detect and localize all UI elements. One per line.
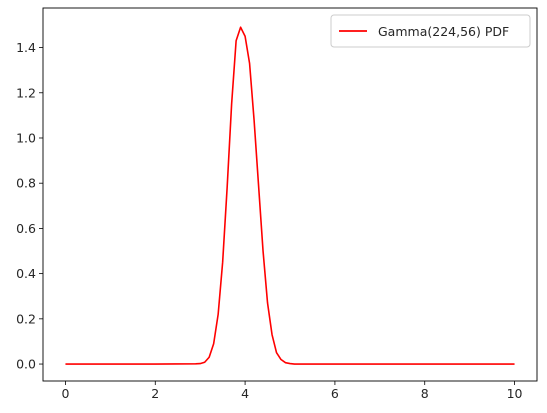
series-line bbox=[65, 26, 515, 365]
plot-area bbox=[42, 7, 538, 382]
legend: Gamma(224,56) PDF bbox=[330, 14, 531, 48]
y-tick-label: 0.8 bbox=[16, 176, 36, 191]
legend-label: Gamma(224,56) PDF bbox=[378, 24, 509, 39]
legend-box bbox=[330, 14, 531, 48]
y-tick-label: 0.6 bbox=[16, 221, 36, 236]
y-axis: 0.0 0.2 0.4 0.6 0.8 1.0 1.2 1.4 bbox=[16, 40, 43, 372]
y-tick-label: 1.0 bbox=[16, 130, 36, 145]
x-tick-label: 2 bbox=[151, 386, 159, 401]
x-tick-label: 4 bbox=[241, 386, 249, 401]
y-tick-label: 1.4 bbox=[16, 40, 36, 55]
x-axis: 0 2 4 6 8 10 bbox=[61, 381, 523, 401]
x-tick-label: 0 bbox=[61, 386, 69, 401]
y-tick-label: 0.0 bbox=[16, 357, 36, 372]
y-tick-label: 0.4 bbox=[16, 266, 36, 281]
y-tick-label: 1.2 bbox=[16, 85, 36, 100]
x-tick-label: 6 bbox=[331, 386, 339, 401]
x-tick-label: 8 bbox=[421, 386, 429, 401]
x-tick-label: 10 bbox=[507, 386, 523, 401]
y-tick-label: 0.2 bbox=[16, 311, 36, 326]
series-layer bbox=[65, 26, 515, 365]
